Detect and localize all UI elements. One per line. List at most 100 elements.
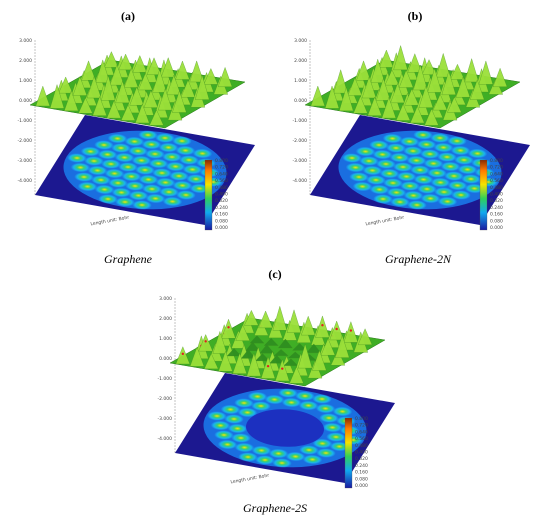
surface-peak (115, 80, 130, 103)
surface-marker (335, 327, 338, 331)
map-ring (450, 145, 471, 156)
map-ring (285, 451, 306, 462)
surface-peak (390, 82, 405, 103)
map-ring (461, 174, 481, 184)
surface-peak (203, 68, 219, 85)
surface-peak (464, 58, 479, 83)
map-ring (420, 149, 440, 159)
map-ring (406, 155, 427, 166)
surface-peak (86, 75, 102, 99)
surface-peak (407, 53, 423, 73)
map-ring (97, 149, 118, 160)
surface-peak (384, 69, 400, 86)
map-ring (210, 420, 231, 431)
map-ring (165, 161, 186, 172)
colorbar-tick-label: 0.080 (490, 218, 503, 224)
surface-peak (450, 63, 465, 80)
surface-peak (255, 353, 270, 361)
map-ring (407, 200, 427, 210)
z-tick-label: -4.000 (17, 178, 32, 184)
map-ring (299, 445, 319, 455)
map-ring (224, 414, 244, 424)
colorbar-tick-label: 0.560 (215, 178, 228, 184)
surface-peak (212, 330, 228, 354)
map-ring (111, 143, 131, 153)
z-tick-label: -3.000 (157, 416, 172, 422)
surface-peak (278, 338, 293, 349)
surface-peak (249, 335, 265, 344)
map-ring (175, 145, 196, 156)
surface-peak (120, 104, 136, 121)
surface-peak (118, 53, 133, 70)
map-ring (172, 180, 193, 191)
map-ring (227, 423, 248, 434)
surface-peak (424, 108, 439, 126)
surface-peak (49, 84, 65, 109)
map-ring (430, 133, 450, 143)
colorbar-tick-label: 0.720 (355, 423, 368, 429)
map-hole (246, 409, 324, 447)
surface-peak (109, 64, 125, 86)
colorbar-tick-label: 0.320 (215, 198, 228, 204)
surface-peak (347, 77, 363, 96)
map-ring (352, 181, 373, 192)
map-ring (217, 439, 238, 450)
surface-marker (266, 364, 270, 368)
surface-peak (436, 52, 451, 78)
map-ring (128, 190, 149, 201)
panel: (b) Graphene-2N 3.000 2.000 1.000 0.000 -1.000… (292, 9, 530, 266)
surface-peak (381, 96, 397, 119)
map-ring (417, 184, 437, 194)
surface-peak (258, 310, 273, 328)
surface-peak (240, 349, 256, 359)
map-ring (369, 140, 389, 150)
map-ring (272, 458, 292, 468)
map-ring (169, 171, 189, 181)
surface-peak (297, 343, 313, 369)
z-tick-label: 3.000 (19, 38, 32, 44)
colorbar-tick-label: 0.000 (490, 225, 503, 231)
map-ring (237, 407, 258, 418)
z-tick-label: -3.000 (292, 158, 307, 164)
colorbar-tick-label: 0.480 (490, 185, 503, 191)
map-ring (238, 452, 258, 462)
surface-peak (343, 321, 359, 343)
surface (29, 51, 246, 129)
z-tick-label: 0.000 (294, 98, 307, 104)
z-tick-label: 1.000 (159, 336, 172, 342)
surface-peak (286, 309, 302, 333)
map-ring (132, 200, 152, 210)
surface-peak (135, 103, 150, 124)
map-ring (298, 400, 319, 411)
surface-peak (132, 55, 148, 73)
colorbar-tick-label: 0.800 (490, 158, 503, 164)
surface-peak (101, 75, 116, 101)
surface-peak (329, 320, 344, 341)
surface-peak (123, 67, 139, 88)
surface-peak (149, 109, 164, 126)
surface-peak (157, 88, 173, 111)
map-ring (457, 164, 478, 175)
surface-peak (418, 85, 434, 108)
colorbar-tick-label: 0.000 (355, 483, 368, 489)
map-ring (312, 394, 332, 404)
map-ring (67, 153, 87, 163)
surface-marker (181, 352, 185, 356)
map-ring (251, 401, 271, 411)
map-ring (247, 391, 268, 402)
map-ring (326, 432, 346, 442)
map-ring (220, 404, 241, 415)
surface-peak (379, 49, 394, 68)
surface-peak (232, 352, 247, 374)
map-ring (264, 394, 285, 405)
surface-peak (492, 67, 508, 87)
map-ring (189, 183, 210, 194)
colorbar-tick-label: 0.720 (215, 165, 228, 171)
panel-caption: Graphene-2S (243, 501, 307, 515)
map-ring (390, 197, 410, 207)
colorbar-tick-label: 0.080 (215, 218, 228, 224)
z-tick-label: -1.000 (17, 118, 32, 124)
surface-peak (320, 338, 336, 356)
z-tick-label: 3.000 (159, 296, 172, 302)
z-tick-label: -3.000 (17, 158, 32, 164)
